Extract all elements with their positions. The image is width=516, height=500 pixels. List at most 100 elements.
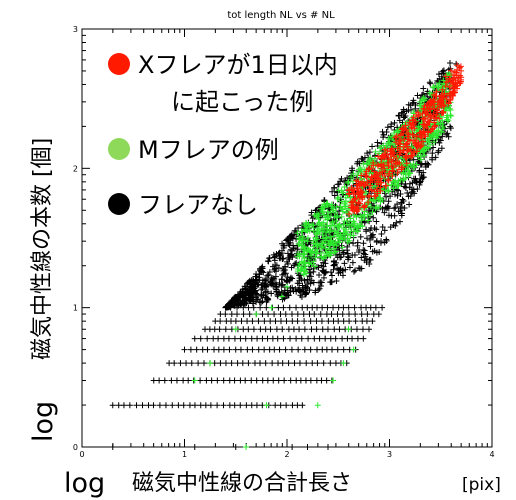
data-point-none — [400, 114, 407, 121]
data-point-m — [372, 205, 379, 212]
data-point-x — [420, 138, 427, 145]
data-point-none — [207, 402, 214, 409]
data-point-none — [381, 227, 388, 234]
data-point-none — [367, 304, 374, 311]
data-point-none — [283, 318, 290, 325]
data-point-x — [370, 162, 377, 169]
data-point-m — [339, 244, 346, 251]
data-point-none — [288, 234, 295, 241]
data-point-m — [329, 219, 336, 226]
data-point-none — [429, 150, 436, 157]
data-point-none — [301, 277, 308, 284]
x-tick-label: 3 — [387, 450, 392, 459]
data-point-m — [325, 240, 332, 247]
data-point-m — [294, 268, 301, 275]
legend: Xフレアが1日以内 に起こった例 Mフレアの例 フレアなし — [108, 51, 338, 219]
data-point-x — [363, 174, 370, 181]
data-point-x — [445, 100, 452, 107]
data-point-m — [310, 258, 317, 265]
data-point-none — [293, 250, 300, 257]
data-point-none — [378, 238, 385, 245]
data-point-none — [294, 318, 301, 325]
data-point-none — [322, 260, 329, 267]
data-point-none — [234, 360, 241, 367]
y-tick-label: 1 — [73, 304, 78, 313]
data-point-none — [250, 298, 257, 305]
data-point-none — [183, 360, 190, 367]
data-point-none — [279, 360, 286, 367]
data-point-x — [390, 153, 397, 160]
data-point-m — [385, 188, 392, 195]
data-point-none — [231, 402, 238, 409]
data-point-m — [297, 267, 304, 274]
data-point-m — [388, 181, 395, 188]
data-point-x — [383, 182, 390, 189]
data-point-none — [314, 346, 321, 353]
data-point-m — [367, 158, 374, 165]
data-point-none — [339, 267, 346, 274]
data-point-m — [354, 228, 361, 235]
data-point-none — [228, 311, 235, 318]
data-point-x — [457, 79, 464, 86]
data-point-none — [248, 377, 255, 384]
data-point-x — [410, 114, 417, 121]
data-point-m — [358, 217, 365, 224]
data-point-none — [259, 377, 266, 384]
data-point-x — [406, 119, 413, 126]
data-point-x — [429, 98, 436, 105]
data-point-none — [334, 188, 341, 195]
data-point-x — [446, 75, 453, 82]
data-point-x — [417, 129, 424, 136]
data-point-m — [438, 86, 445, 93]
data-point-none — [162, 402, 169, 409]
data-point-none — [325, 444, 331, 450]
data-point-none — [304, 444, 311, 450]
data-point-none — [336, 267, 343, 274]
data-point-none — [295, 225, 302, 232]
data-point-x — [388, 145, 395, 152]
data-point-none — [306, 273, 313, 280]
data-point-x — [367, 182, 374, 189]
data-point-none — [301, 326, 308, 333]
data-point-none — [166, 360, 173, 367]
data-point-m — [305, 220, 312, 227]
data-point-none — [385, 205, 392, 212]
data-point-none — [447, 123, 454, 130]
data-point-none — [246, 311, 253, 318]
data-point-none — [437, 137, 444, 144]
data-point-none — [391, 205, 398, 212]
data-point-none — [340, 251, 347, 258]
data-point-none — [230, 302, 237, 309]
data-point-m — [312, 254, 319, 261]
data-point-x — [422, 114, 429, 121]
data-point-none — [352, 318, 359, 325]
data-point-none — [383, 129, 390, 136]
data-point-none — [232, 318, 239, 325]
data-point-none — [339, 335, 346, 342]
data-point-none — [372, 304, 379, 311]
data-point-none — [331, 326, 338, 333]
data-point-none — [232, 444, 239, 450]
data-point-x — [412, 140, 419, 147]
data-point-none — [333, 277, 340, 284]
data-point-none — [245, 304, 252, 311]
data-point-none — [204, 335, 211, 342]
data-point-none — [180, 402, 187, 409]
data-point-none — [313, 318, 320, 325]
data-point-x — [366, 193, 373, 200]
data-point-none — [342, 266, 349, 273]
data-point-none — [420, 173, 427, 180]
data-point-none — [333, 259, 340, 266]
data-point-m — [315, 213, 322, 220]
data-point-m — [263, 402, 270, 409]
data-point-none — [366, 260, 373, 267]
data-point-none — [287, 377, 294, 384]
data-point-m — [304, 247, 311, 254]
data-point-none — [324, 304, 331, 311]
data-point-none — [255, 346, 262, 353]
data-point-none — [349, 167, 356, 174]
data-point-none — [279, 326, 286, 333]
data-point-m — [353, 227, 360, 234]
data-point-none — [259, 335, 266, 342]
data-point-none — [268, 290, 275, 297]
